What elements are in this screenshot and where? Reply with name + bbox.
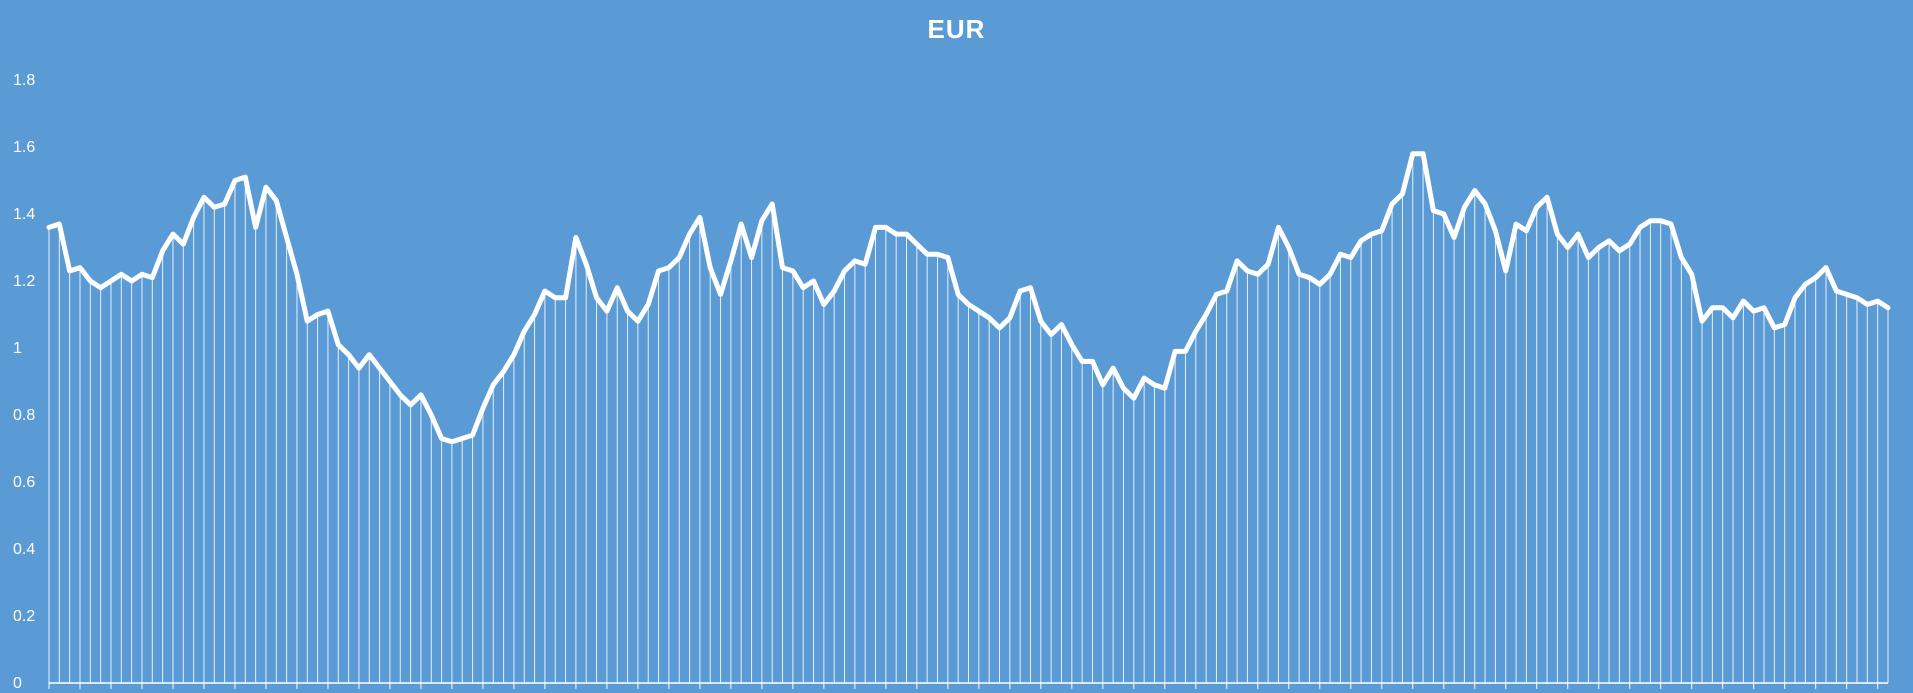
x-axis [48,682,1888,689]
y-tick-label: 0.2 [13,608,35,625]
y-axis-ticks: 0 0.2 0.4 0.6 0.8 1 1.2 1.4 1.6 1.8 [13,72,35,692]
chart-title: EUR [927,14,986,44]
series-line [46,151,1891,445]
y-tick-label: 0 [13,675,22,692]
y-tick-label: 0.6 [13,474,35,491]
y-tick-label: 0.4 [13,541,35,558]
y-tick-label: 1.6 [13,139,35,156]
drop-lines [48,153,1889,683]
y-tick-label: 1.8 [13,72,35,89]
y-tick-label: 1 [13,340,22,357]
series-group [46,151,1891,445]
y-tick-label: 0.8 [13,407,35,424]
y-tick-label: 1.2 [13,273,35,290]
y-tick-label: 1.4 [13,206,35,223]
